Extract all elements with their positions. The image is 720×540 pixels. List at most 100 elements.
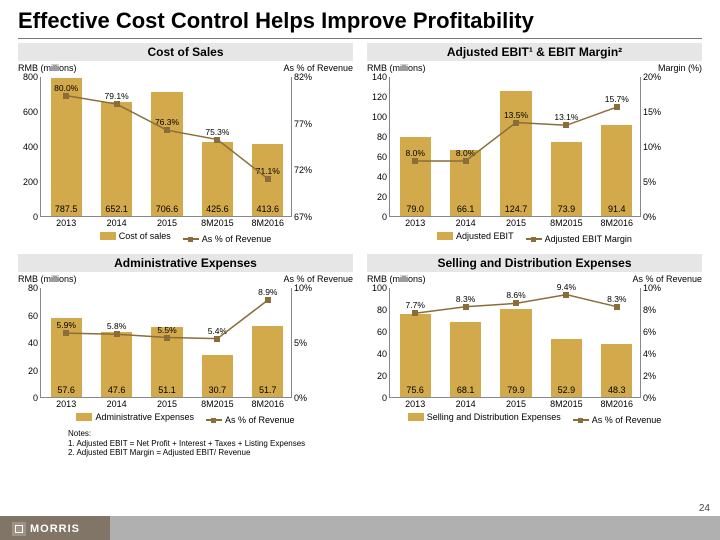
bar-value-label: 706.6 (151, 204, 182, 214)
panel-selling: Selling and Distribution Expenses RMB (mi… (367, 254, 702, 425)
line-marker (513, 120, 519, 126)
ytick-left: 80 (377, 132, 390, 142)
bar: 652.1 (101, 102, 132, 216)
bar-value-label: 48.3 (601, 385, 632, 395)
bar: 48.3 (601, 344, 632, 397)
ytick-left: 140 (372, 72, 390, 82)
y-right-label: Margin (%) (658, 63, 702, 73)
category-label: 2015 (142, 218, 192, 228)
ytick-right: 4% (640, 349, 656, 359)
line-value-label: 5.9% (57, 320, 76, 330)
legend-bar: Selling and Distribution Expenses (408, 412, 561, 422)
bar-value-label: 787.5 (51, 204, 82, 214)
legend-line-swatch (573, 419, 589, 421)
panel-admin: Administrative Expenses RMB (millions)As … (18, 254, 353, 425)
line-marker (412, 310, 418, 316)
ytick-right: 72% (291, 165, 312, 175)
category-label: 2013 (390, 218, 440, 228)
chart-area: 0204060801000%2%4%6%8%10%75.620137.7%68.… (389, 288, 641, 398)
line-marker (214, 336, 220, 342)
bar-value-label: 73.9 (551, 204, 582, 214)
panel-ebit: Adjusted EBIT¹ & EBIT Margin²RMB (millio… (367, 43, 702, 244)
note-1: 1. Adjusted EBIT = Net Profit + Interest… (68, 439, 702, 449)
legend-bar-swatch (100, 232, 116, 240)
ytick-right: 0% (640, 393, 656, 403)
bar-value-label: 75.6 (400, 385, 431, 395)
legend-line: Adjusted EBIT Margin (526, 234, 632, 244)
ytick-right: 77% (291, 119, 312, 129)
bar: 79.9 (500, 309, 531, 397)
ytick-left: 100 (372, 283, 390, 293)
legend-line-swatch (526, 238, 542, 240)
bar: 52.9 (551, 339, 582, 397)
page-title: Effective Cost Control Helps Improve Pro… (18, 8, 702, 34)
ytick-left: 800 (23, 72, 41, 82)
chart-area: 0204060800%5%10%57.620135.9%47.620145.8%… (40, 288, 292, 398)
line-marker (463, 304, 469, 310)
line-value-label: 15.7% (605, 94, 629, 104)
ytick-right: 10% (640, 142, 661, 152)
ytick-left: 60 (377, 327, 390, 337)
line-value-label: 9.4% (557, 282, 576, 292)
bar-value-label: 51.7 (252, 385, 283, 395)
line-value-label: 8.0% (406, 148, 425, 158)
legend: Cost of salesAs % of Revenue (18, 231, 353, 244)
line-value-label: 5.8% (107, 321, 126, 331)
bar-value-label: 47.6 (101, 385, 132, 395)
category-label: 2015 (491, 218, 541, 228)
line-value-label: 80.0% (54, 83, 78, 93)
page-number: 24 (699, 503, 710, 514)
category-label: 2014 (440, 218, 490, 228)
bar: 73.9 (551, 142, 582, 216)
ytick-left: 40 (377, 349, 390, 359)
legend-bar: Administrative Expenses (76, 412, 194, 422)
row-top: Cost of SalesRMB (millions)As % of Reven… (18, 43, 702, 244)
line-marker (164, 127, 170, 133)
bar: 30.7 (202, 355, 233, 397)
line-marker (614, 104, 620, 110)
ytick-right: 10% (291, 283, 312, 293)
category-label: 8M2015 (192, 218, 242, 228)
ytick-right: 67% (291, 212, 312, 222)
ytick-right: 5% (640, 177, 656, 187)
line-value-label: 5.5% (157, 325, 176, 335)
ytick-left: 20 (28, 366, 41, 376)
legend-bar-swatch (76, 413, 92, 421)
category-label: 2014 (91, 399, 141, 409)
chart-wrap: RMB (millions)As % of Revenue02040608010… (389, 274, 676, 398)
bar-value-label: 425.6 (202, 204, 233, 214)
chart-wrap: RMB (millions)Margin (%)0204060801001201… (389, 63, 676, 217)
category-label: 2014 (91, 218, 141, 228)
ytick-left: 60 (28, 311, 41, 321)
bar-value-label: 652.1 (101, 204, 132, 214)
chart-wrap: RMB (millions)As % of Revenue0204060800%… (40, 274, 327, 398)
ytick-right: 15% (640, 107, 661, 117)
legend-bar: Cost of sales (100, 231, 171, 241)
category-label: 2013 (41, 218, 91, 228)
logo: MORRIS (12, 522, 80, 536)
category-label: 2015 (491, 399, 541, 409)
slide: Effective Cost Control Helps Improve Pro… (0, 0, 720, 540)
notes-heading: Notes: (68, 429, 702, 439)
bar-value-label: 413.6 (252, 204, 283, 214)
bar-value-label: 30.7 (202, 385, 233, 395)
bar-value-label: 124.7 (500, 204, 531, 214)
category-label: 2015 (142, 399, 192, 409)
ytick-left: 120 (372, 92, 390, 102)
ytick-right: 82% (291, 72, 312, 82)
title-rule (18, 38, 702, 39)
bar-value-label: 68.1 (450, 385, 481, 395)
bar: 47.6 (101, 332, 132, 397)
line-value-label: 76.3% (155, 117, 179, 127)
category-label: 2014 (440, 399, 490, 409)
ytick-right: 0% (640, 212, 656, 222)
line-marker (114, 331, 120, 337)
line-marker (563, 292, 569, 298)
bar: 425.6 (202, 142, 233, 216)
ytick-left: 80 (377, 305, 390, 315)
category-label: 8M2016 (243, 399, 293, 409)
line-value-label: 8.0% (456, 148, 475, 158)
ytick-left: 0 (33, 212, 41, 222)
line-marker (63, 330, 69, 336)
legend: Adjusted EBITAdjusted EBIT Margin (367, 231, 702, 244)
